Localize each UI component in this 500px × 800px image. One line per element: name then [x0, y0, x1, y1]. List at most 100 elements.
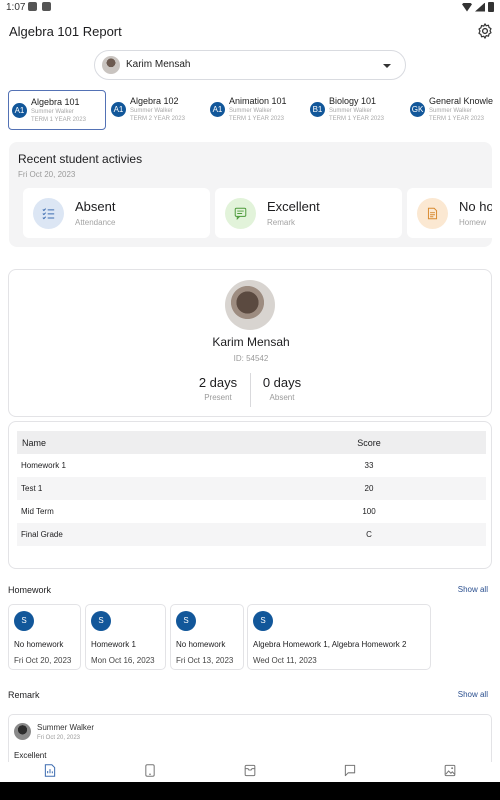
homework-date: Fri Oct 13, 2023: [176, 656, 234, 665]
comment-icon: [234, 207, 247, 220]
document-icon: [427, 207, 438, 220]
course-badge: A1: [210, 102, 225, 117]
course-tab[interactable]: B1 Biology 101 Summer Walker TERM 1 YEAR…: [307, 90, 405, 130]
activity-title: Absent: [75, 199, 116, 214]
battery-icon: [488, 2, 494, 12]
homework-badge: S: [253, 611, 273, 631]
student-photo: [225, 280, 275, 330]
homework-title: No homework: [14, 640, 64, 649]
course-teacher: Summer Walker: [329, 108, 372, 114]
recent-activities-date: Fri Oct 20, 2023: [18, 170, 76, 179]
homework-badge: S: [176, 611, 196, 631]
student-profile-card: Karim Mensah ID: 54542 2 days Present 0 …: [8, 269, 492, 417]
remark-text: Excellent: [14, 751, 47, 760]
course-badge: A1: [12, 103, 27, 118]
stat-divider: [250, 373, 251, 407]
remark-show-all-link[interactable]: Show all: [457, 690, 488, 699]
course-teacher: Summer Walker: [429, 108, 472, 114]
course-tab[interactable]: A1 Algebra 101 Summer Walker TERM 1 YEAR…: [8, 90, 106, 130]
activity-subtitle: Homew: [459, 218, 487, 227]
activity-subtitle: Remark: [267, 218, 296, 227]
bottom-navigation: [0, 762, 500, 782]
chat-icon[interactable]: [344, 764, 356, 777]
student-name: Karim Mensah: [212, 335, 290, 349]
course-tabs: A1 Algebra 101 Summer Walker TERM 1 YEAR…: [0, 90, 500, 132]
table-row: Mid Term 100: [17, 500, 486, 523]
student-selector[interactable]: Karim Mensah: [94, 50, 406, 80]
score-value: 33: [364, 461, 374, 470]
course-term: TERM 2 YEAR 2023: [130, 116, 185, 122]
remark-author: Summer Walker: [37, 723, 95, 732]
activity-icon-circle: [225, 198, 256, 229]
recent-activities-panel: Recent student activies Fri Oct 20, 2023…: [9, 142, 492, 247]
score-name: Mid Term: [21, 507, 54, 516]
score-value: C: [252, 523, 486, 546]
absent-stat: 0 days Absent: [242, 375, 322, 402]
course-term: TERM 1 YEAR 2023: [31, 117, 86, 123]
homework-title: Homework 1: [91, 640, 136, 649]
course-badge: B1: [310, 102, 325, 117]
checklist-icon: [42, 208, 55, 220]
score-value: 20: [252, 477, 486, 500]
activity-card-attendance[interactable]: Absent Attendance: [23, 188, 210, 238]
activity-card-remark[interactable]: Excellent Remark: [215, 188, 402, 238]
system-navigation-bar: [0, 782, 500, 800]
course-name: Animation 101: [229, 96, 287, 106]
absent-label: Absent: [269, 393, 295, 402]
activity-title: No ho: [459, 199, 492, 214]
course-tab[interactable]: A1 Algebra 102 Summer Walker TERM 2 YEAR…: [108, 90, 206, 130]
notification-icon: [28, 2, 37, 11]
present-stat: 2 days Present: [178, 375, 258, 402]
recent-activities-title: Recent student activies: [18, 152, 143, 166]
homework-badge: S: [14, 611, 34, 631]
homework-card[interactable]: S Algebra Homework 1, Algebra Homework 2…: [247, 604, 431, 670]
course-term: TERM 1 YEAR 2023: [229, 116, 284, 122]
course-term: TERM 1 YEAR 2023: [329, 116, 384, 122]
homework-date: Mon Oct 16, 2023: [91, 656, 155, 665]
scores-table: Name Score Homework 1 33 Test 1 20 Mid T…: [17, 431, 486, 546]
gear-icon[interactable]: [476, 22, 494, 40]
homework-date: Wed Oct 11, 2023: [253, 656, 317, 665]
inbox-icon[interactable]: [244, 764, 256, 777]
column-header-name: Name: [17, 431, 252, 454]
selected-student-name: Karim Mensah: [126, 59, 191, 70]
activity-icon-circle: [417, 198, 448, 229]
course-tab[interactable]: GK General Knowle Summer Walker TERM 1 Y…: [407, 90, 500, 130]
homework-card[interactable]: S No homework Fri Oct 13, 2023: [170, 604, 244, 670]
report-icon[interactable]: [44, 764, 56, 777]
course-name: General Knowle: [429, 96, 494, 106]
phone-icon[interactable]: [144, 764, 156, 777]
homework-date: Fri Oct 20, 2023: [14, 656, 72, 665]
homework-card[interactable]: S No homework Fri Oct 20, 2023: [8, 604, 81, 670]
course-tab[interactable]: A1 Animation 101 Summer Walker TERM 1 YE…: [207, 90, 305, 130]
course-name: Algebra 102: [130, 96, 179, 106]
course-teacher: Summer Walker: [130, 108, 173, 114]
homework-show-all-link[interactable]: Show all: [457, 585, 488, 594]
course-term: TERM 1 YEAR 2023: [429, 116, 484, 122]
homework-title: No homework: [176, 640, 226, 649]
activity-title: Excellent: [267, 199, 320, 214]
present-value: 2 days: [198, 375, 238, 390]
score-value: 100: [362, 507, 376, 516]
remark-date: Fri Oct 20, 2023: [37, 735, 81, 741]
column-header-score: Score: [252, 431, 486, 454]
table-header-row: Name Score: [17, 431, 486, 454]
course-name: Biology 101: [329, 96, 377, 106]
homework-section-title: Homework: [8, 585, 52, 595]
notification-icon: [42, 2, 51, 11]
status-time: 1:07: [6, 2, 26, 13]
status-bar: 1:07: [0, 0, 500, 15]
activity-card-homework[interactable]: No ho Homew: [407, 188, 492, 238]
chevron-down-icon: [383, 64, 391, 68]
present-label: Present: [204, 393, 232, 402]
table-row: Homework 1 33: [17, 454, 486, 477]
avatar: [102, 56, 120, 74]
student-id: ID: 54542: [233, 354, 269, 363]
homework-card[interactable]: S Homework 1 Mon Oct 16, 2023: [85, 604, 166, 670]
activity-icon-circle: [33, 198, 64, 229]
scores-card: Name Score Homework 1 33 Test 1 20 Mid T…: [8, 421, 492, 569]
gallery-icon[interactable]: [444, 764, 456, 777]
page-title: Algebra 101 Report: [9, 24, 122, 39]
score-name: Test 1: [17, 477, 252, 500]
course-badge: GK: [410, 102, 425, 117]
